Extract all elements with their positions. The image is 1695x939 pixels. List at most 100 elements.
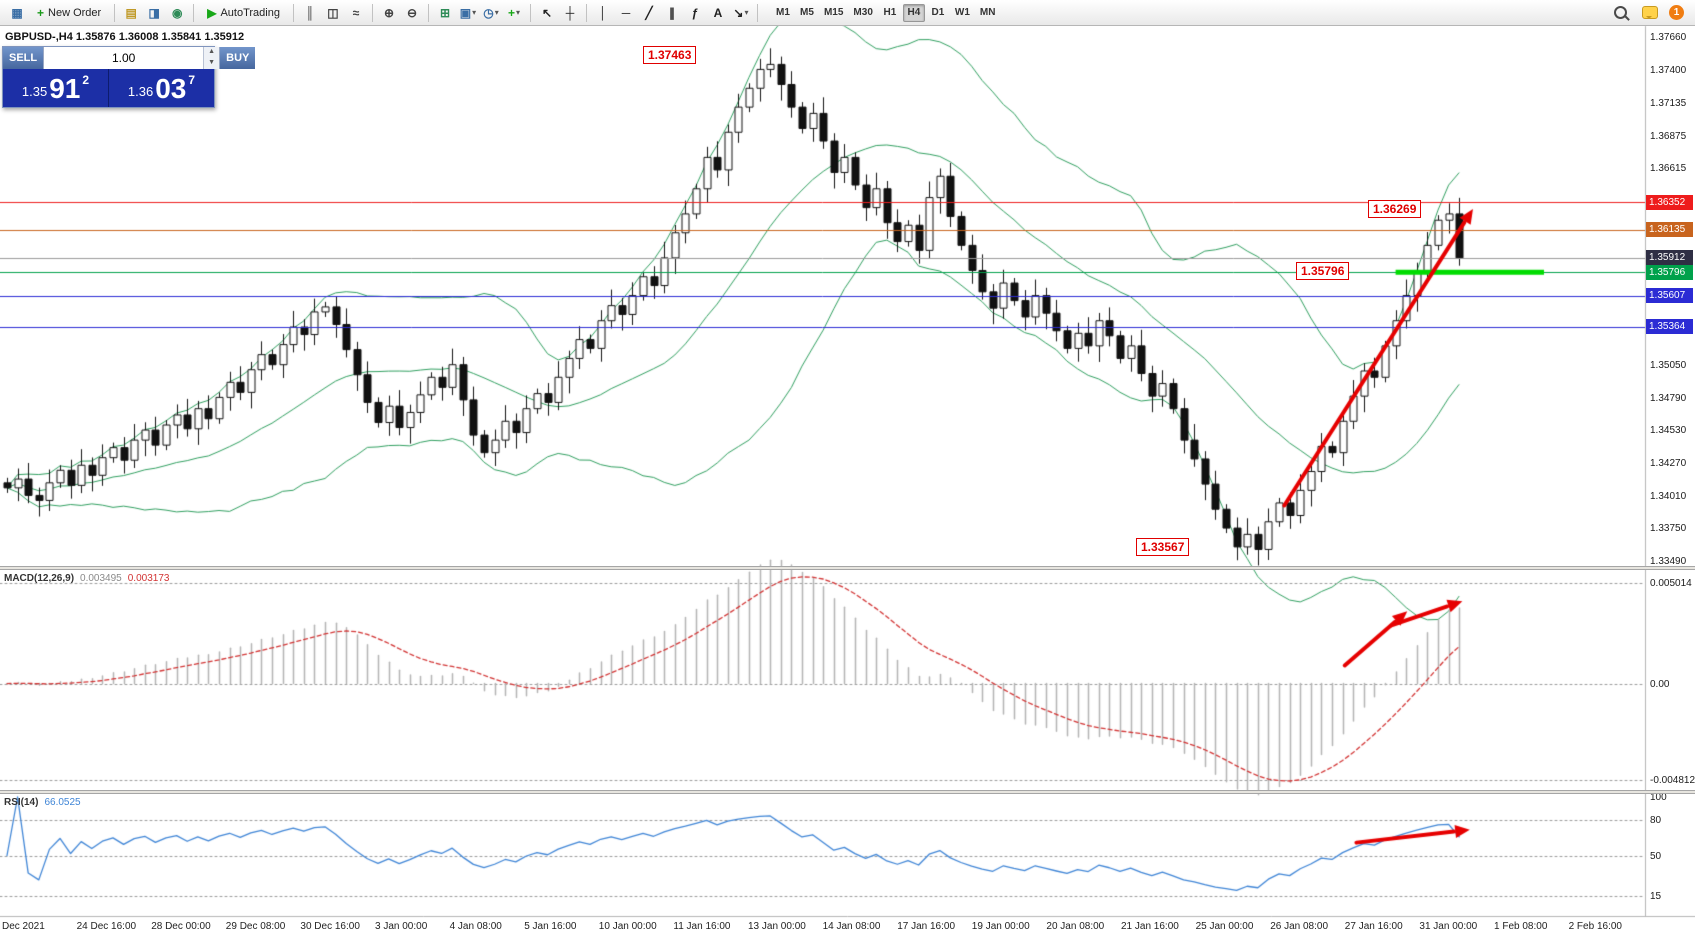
time-axis-label: 30 Dec 16:00 [300, 921, 360, 932]
volume-increase-button[interactable]: ▲ [204, 47, 220, 58]
tile-windows-icon-glyph: ⊞ [439, 5, 450, 20]
price-level-badge: 1.36135 [1646, 222, 1693, 238]
macd-scale-label: 0.00 [1650, 678, 1670, 690]
dropdown-caret-icon: ▾ [744, 8, 749, 17]
timeframe-h1[interactable]: H1 [879, 4, 901, 22]
zoom-in-icon[interactable]: ⊕ [378, 3, 400, 23]
sell-price-button[interactable]: 1.35 91 2 [3, 69, 109, 107]
time-axis-label: 20 Jan 08:00 [1046, 921, 1105, 932]
zoom-in-icon-glyph: ⊕ [383, 5, 394, 20]
timeframe-m5[interactable]: M5 [796, 4, 818, 22]
arrow-tools-icon[interactable]: ↘ ▾ [730, 3, 752, 23]
arrow-tools-icon-glyph: ↘ [733, 5, 744, 20]
timeframe-d1[interactable]: D1 [927, 4, 949, 22]
chart-candlestick-icon-glyph: ◫ [327, 5, 339, 20]
data-window-icon[interactable]: ◨ [143, 3, 165, 23]
new-chart-dropdown-icon[interactable]: ▣ ▾ [457, 3, 479, 23]
time-axis-label: 29 Dec 08:00 [225, 921, 286, 932]
toolbar-left-group: ▦ + New Order ▤ ◨ ◉ ▶ AutoTrading ║ ◫ ≈ ⊕ ⊖ ⊞ ▣ ▾ ◷ ▾ + ▾ ↖ ┼… [6, 3, 1000, 23]
timeframe-m15[interactable]: M15 [820, 4, 847, 22]
rsi-scale-label: 100 [1650, 792, 1667, 803]
new-chart-icon-glyph: ▦ [11, 5, 23, 20]
volume-decrease-button[interactable]: ▼ [204, 58, 220, 69]
time-axis-label: 2 Feb 16:00 [1568, 921, 1622, 932]
chart-bars-icon-glyph: ║ [305, 5, 315, 20]
price-annotation[interactable]: 1.35796 [1296, 262, 1350, 280]
toolbar-separator [193, 3, 195, 22]
time-axis-label: 11 Jan 16:00 [673, 921, 731, 932]
rsi-scale-label: 15 [1650, 891, 1662, 903]
profiles-dropdown-icon[interactable]: ◷ ▾ [480, 3, 502, 23]
tile-windows-icon[interactable]: ⊞ [434, 3, 456, 23]
rsi-scale-label: 80 [1650, 815, 1662, 827]
buy-button[interactable]: BUY [220, 47, 256, 69]
chart-line-icon[interactable]: ≈ [345, 3, 367, 23]
horizontal-line-icon[interactable]: ─ [615, 3, 637, 23]
time-axis-label: Dec 2021 [2, 921, 45, 932]
cursor-icon[interactable]: ↖ [536, 3, 558, 23]
timeframe-w1[interactable]: W1 [951, 4, 974, 22]
bid-price-prefix: 1.35 [21, 84, 48, 99]
new-chart-icon[interactable]: ▦ [6, 3, 28, 23]
time-axis-label: 27 Jan 16:00 [1344, 921, 1403, 932]
autotrading-button[interactable]: ▶ AutoTrading [199, 3, 288, 23]
price-annotation[interactable]: 1.36269 [1368, 200, 1422, 218]
timeframe-toolbar: M1 M5 M15 M30 H1 H4 D1 W1 MN [771, 3, 1000, 22]
ask-price-big: 03 [155, 73, 187, 104]
macd-label: MACD(12,26,9) [4, 573, 75, 584]
price-annotation[interactable]: 1.37463 [643, 46, 697, 64]
timeframe-m1[interactable]: M1 [772, 4, 794, 22]
fibonacci-icon[interactable]: ƒ [684, 3, 706, 23]
toolbar: ▦ + New Order ▤ ◨ ◉ ▶ AutoTrading ║ ◫ ≈ ⊕ ⊖ ⊞ ▣ ▾ ◷ ▾ + ▾ ↖ ┼… [0, 0, 1695, 26]
bid-price-pip: 2 [82, 73, 90, 87]
indicators-dropdown-icon[interactable]: + ▾ [503, 3, 525, 23]
price-scale-label: 1.34270 [1650, 457, 1687, 469]
chart-bars-icon[interactable]: ║ [299, 3, 321, 23]
dropdown-caret-icon: ▾ [494, 8, 499, 17]
autotrading-button-label: AutoTrading [220, 6, 280, 19]
new-order-button-label: New Order [48, 6, 102, 19]
macd-scale-label: 0.005014 [1650, 578, 1692, 589]
zoom-out-icon[interactable]: ⊖ [401, 3, 423, 23]
notification-badge[interactable]: 1 [1669, 5, 1684, 20]
rsi-panel-splitter[interactable] [0, 790, 1695, 794]
crosshair-icon-glyph: ┼ [565, 5, 575, 20]
price-annotation[interactable]: 1.33567 [1136, 538, 1190, 556]
new-order-button[interactable]: + New Order [29, 3, 109, 23]
rsi-label: RSI(14) [4, 797, 39, 808]
price-scale-label: 1.37400 [1650, 64, 1687, 76]
time-axis-label: 17 Jan 16:00 [897, 921, 956, 932]
text-icon-glyph: A [713, 5, 723, 20]
timeframe-m30[interactable]: M30 [849, 4, 876, 22]
chat-icon[interactable] [1639, 3, 1661, 23]
ask-price-pip: 7 [188, 73, 196, 87]
crosshair-icon[interactable]: ┼ [559, 3, 581, 23]
macd-signal-value: 0.003173 [127, 573, 170, 584]
search-icon[interactable] [1609, 3, 1631, 23]
price-scale-label: 1.36875 [1650, 130, 1687, 142]
text-icon[interactable]: A [707, 3, 729, 23]
timeframe-mn[interactable]: MN [976, 4, 1000, 22]
volume-input[interactable] [44, 47, 204, 69]
time-axis-label: 19 Jan 00:00 [971, 921, 1030, 932]
macd-panel-splitter[interactable] [0, 566, 1695, 570]
vertical-line-icon[interactable]: │ [592, 3, 614, 23]
trendline-icon-glyph: ╱ [645, 5, 653, 20]
trendline-icon[interactable]: ╱ [638, 3, 660, 23]
chart-candlestick-icon[interactable]: ◫ [322, 3, 344, 23]
vertical-line-icon-glyph: │ [599, 5, 607, 20]
timeframe-h4[interactable]: H4 [902, 3, 925, 22]
profiles-dropdown-icon-glyph: ◷ [483, 5, 494, 20]
buy-price-button[interactable]: 1.36 03 7 [109, 69, 214, 107]
price-scale-label: 1.34530 [1650, 425, 1687, 437]
price-scale-label: 1.36615 [1650, 163, 1687, 175]
macd-indicator-header: MACD(12,26,9) 0.003495 0.003173 [4, 573, 169, 584]
ask-price-prefix: 1.36 [127, 84, 154, 99]
toolbar-separator [292, 3, 294, 22]
market-watch-icon[interactable]: ▤ [120, 3, 142, 23]
channel-icon[interactable]: ∥ [661, 3, 683, 23]
chart-ohlc-header: GBPUSD-,H4 1.35876 1.36008 1.35841 1.359… [5, 31, 245, 43]
sell-button[interactable]: SELL [3, 47, 44, 69]
navigator-icon[interactable]: ◉ [166, 3, 188, 23]
